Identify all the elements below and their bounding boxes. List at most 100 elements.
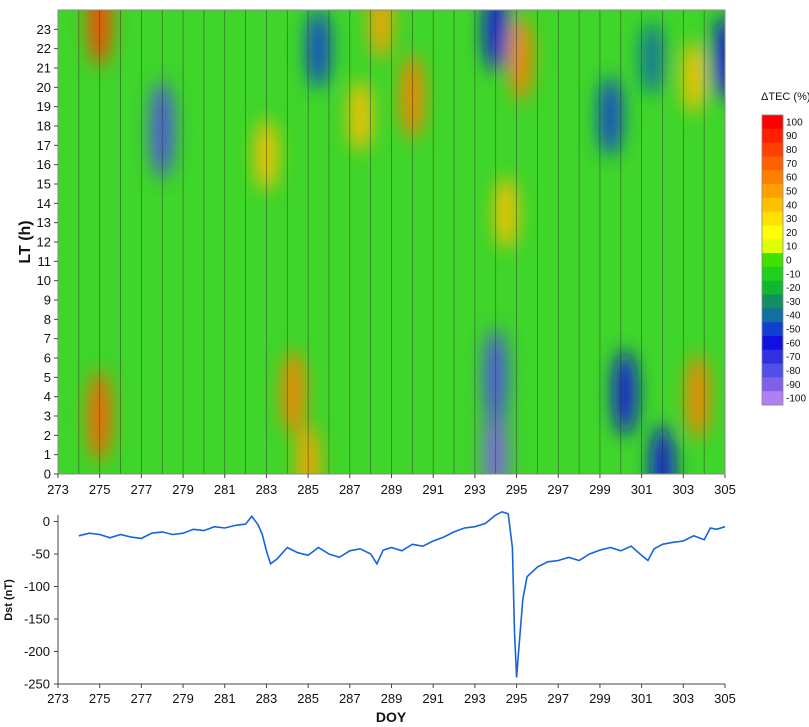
- heatmap-feature: [369, 10, 393, 59]
- heatmap-x-tick-label: 295: [506, 482, 528, 497]
- dst-x-tick-label: 275: [89, 691, 111, 706]
- heatmap-feature: [348, 80, 372, 153]
- dst-x-tick-label: 273: [47, 691, 69, 706]
- heatmap-x-tick-label: 285: [297, 482, 319, 497]
- heatmap-y-tick-label: 6: [44, 351, 51, 366]
- colorbar-swatch: [762, 197, 783, 213]
- colorbar-swatch: [762, 128, 783, 144]
- colorbar-swatch: [762, 308, 783, 323]
- dst-y-axis-title: Dst (nT): [3, 579, 15, 621]
- colorbar-tick-label: 20: [786, 228, 798, 239]
- dst-x-tick-label: 301: [631, 691, 653, 706]
- heatmap-y-tick-label: 19: [37, 99, 51, 114]
- dst-y-tick-label: -50: [31, 547, 50, 562]
- dst-x-tick-label: 277: [131, 691, 153, 706]
- dst-x-tick-label: 291: [422, 691, 444, 706]
- heatmap-x-tick-label: 279: [172, 482, 194, 497]
- colorbar-tick-label: -20: [786, 283, 801, 294]
- heatmap-x-tick-label: 287: [339, 482, 361, 497]
- heatmap-feature: [613, 350, 637, 436]
- tec-heatmap: [58, 10, 725, 474]
- heatmap-y-tick-label: 5: [44, 370, 51, 385]
- dst-x-tick-label: 305: [714, 691, 736, 706]
- dst-x-tick-label: 293: [464, 691, 486, 706]
- dst-y-tick-label: 0: [43, 514, 50, 529]
- colorbar-swatch: [762, 377, 783, 392]
- heatmap-y-tick-label: 3: [44, 409, 51, 424]
- dst-x-axis-title: DOY: [376, 709, 407, 725]
- colorbar-swatch: [762, 211, 783, 226]
- colorbar-tick-label: -100: [786, 394, 806, 405]
- heatmap-y-tick-label: 13: [37, 215, 51, 230]
- colorbar-tick-label: -80: [786, 366, 801, 377]
- heatmap-y-tick-label: 23: [37, 22, 51, 37]
- heatmap-y-tick-label: 4: [44, 389, 51, 404]
- heatmap-y-tick-label: 16: [37, 157, 51, 172]
- dst-x-tick-label: 279: [172, 691, 194, 706]
- heatmap-y-tick-label: 11: [38, 254, 52, 269]
- dst-x-tick-label: 283: [256, 691, 278, 706]
- heatmap-feature: [307, 10, 331, 88]
- colorbar-tick-label: -40: [786, 311, 801, 322]
- colorbar-swatch: [762, 239, 783, 254]
- heatmap-x-tick-label: 297: [547, 482, 569, 497]
- dst-y-tick-label: -100: [24, 579, 50, 594]
- dst-x-tick-label: 285: [297, 691, 319, 706]
- heatmap-y-tick-label: 0: [44, 467, 51, 482]
- dst-x-tick-label: 281: [214, 691, 236, 706]
- dst-y-tick-label: -200: [24, 644, 50, 659]
- dst-x-tick-label: 287: [339, 691, 361, 706]
- heatmap-x-tick-label: 301: [631, 482, 653, 497]
- heatmap-y-tick-label: 14: [37, 196, 51, 211]
- heatmap-y-tick-label: 21: [37, 61, 51, 76]
- heatmap-y-tick-label: 18: [37, 119, 51, 134]
- colorbar-swatch: [762, 253, 783, 268]
- heatmap-feature: [640, 22, 664, 95]
- colorbar-swatch: [762, 391, 783, 406]
- heatmap-x-tick-label: 299: [589, 482, 611, 497]
- heatmap-feature: [509, 15, 533, 101]
- colorbar-swatch: [762, 170, 783, 185]
- colorbar-tick-label: -90: [786, 380, 801, 391]
- dst-x-tick-label: 299: [589, 691, 611, 706]
- heatmap-feature: [713, 15, 725, 101]
- colorbar-tick-label: 100: [786, 117, 803, 128]
- colorbar-tick-label: -70: [786, 352, 801, 363]
- heatmap-y-tick-label: 12: [37, 235, 51, 250]
- colorbar-swatch: [762, 280, 783, 296]
- colorbar-tick-label: 80: [786, 145, 798, 156]
- heatmap-x-tick-label: 277: [131, 482, 153, 497]
- heatmap-y-axis-title: LT (h): [17, 220, 34, 263]
- colorbar-swatch: [762, 294, 783, 309]
- heatmap-x-tick-label: 303: [672, 482, 694, 497]
- heatmap-y-tick-label: 1: [44, 447, 51, 462]
- heatmap-feature: [682, 41, 706, 114]
- heatmap-y-tick-label: 2: [44, 428, 51, 443]
- dst-y-tick-label: -250: [24, 677, 50, 692]
- colorbar-swatch: [762, 156, 783, 171]
- colorbar-tick-label: -30: [786, 297, 801, 308]
- heatmap-x-tick-label: 283: [256, 482, 278, 497]
- dst-y-tick-label: -150: [24, 612, 50, 627]
- colorbar-tick-label: -60: [786, 338, 801, 349]
- heatmap-x-tick-label: 289: [381, 482, 403, 497]
- heatmap-y-tick-label: 17: [37, 138, 51, 153]
- dst-x-tick-label: 289: [381, 691, 403, 706]
- colorbar-swatch: [762, 266, 783, 282]
- heatmap-y-tick-label: 20: [37, 80, 51, 95]
- dst-x-tick-label: 295: [506, 691, 528, 706]
- heatmap-y-tick-label: 10: [37, 273, 51, 288]
- colorbar-swatch: [762, 349, 783, 365]
- colorbar: 1009080706050403020100-10-20-30-40-50-60…: [761, 114, 806, 406]
- colorbar-tick-label: 30: [786, 214, 798, 225]
- heatmap-x-tick-label: 273: [47, 482, 69, 497]
- colorbar-tick-label: 40: [786, 200, 798, 211]
- colorbar-swatch: [762, 184, 783, 199]
- colorbar-tick-label: 0: [786, 256, 792, 267]
- heatmap-feature: [282, 350, 305, 436]
- heatmap-x-tick-label: 275: [89, 482, 111, 497]
- colorbar-title: ΔTEC (%): [761, 91, 809, 103]
- heatmap-x-tick-label: 305: [714, 482, 736, 497]
- colorbar-swatch: [762, 142, 783, 157]
- heatmap-feature: [598, 77, 622, 156]
